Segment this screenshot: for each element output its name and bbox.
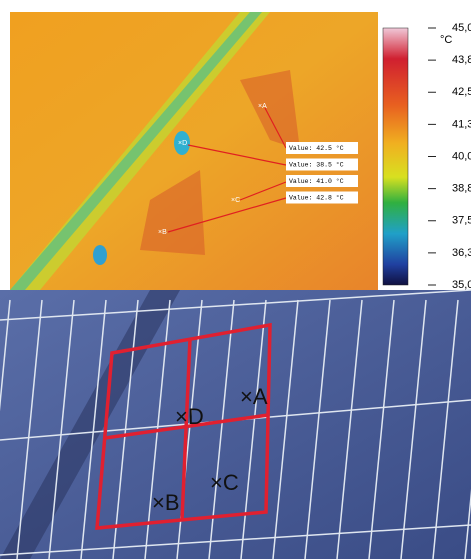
value-label: Value: 41.0 °C (289, 177, 344, 185)
value-label: Value: 42.5 °C (289, 144, 344, 152)
photo-label: ×C (210, 470, 239, 495)
point-marker: ×D (178, 140, 187, 147)
tick-label: 41,3 (452, 118, 471, 130)
tick-label: 35,0 (452, 279, 471, 291)
value-label: Value: 38.5 °C (289, 161, 344, 169)
figure: °C ×A ×D ×C ×B Value: 42.5 °C Value: 38.5 °C V… (0, 0, 471, 559)
tick-label: 38,8 (452, 183, 471, 195)
tick-label: 43,8 (452, 54, 471, 66)
photo-label: ×B (152, 490, 180, 515)
colorbar-unit: °C (440, 34, 452, 46)
colorbar (383, 28, 408, 285)
tick-label: 45,0 (452, 22, 471, 34)
tick-label: 40,0 (452, 150, 471, 162)
tick-label: 42,5 (452, 86, 471, 98)
tick-label: 36,3 (452, 247, 471, 259)
point-marker: ×B (158, 229, 167, 236)
photo-label: ×A (240, 384, 268, 409)
photo-label: ×D (175, 404, 204, 429)
point-marker: ×C (231, 197, 240, 204)
tick-label: 37,5 (452, 215, 471, 227)
value-label: Value: 42.8 °C (289, 194, 344, 202)
cold-spot (93, 245, 107, 265)
point-marker: ×A (258, 103, 267, 110)
